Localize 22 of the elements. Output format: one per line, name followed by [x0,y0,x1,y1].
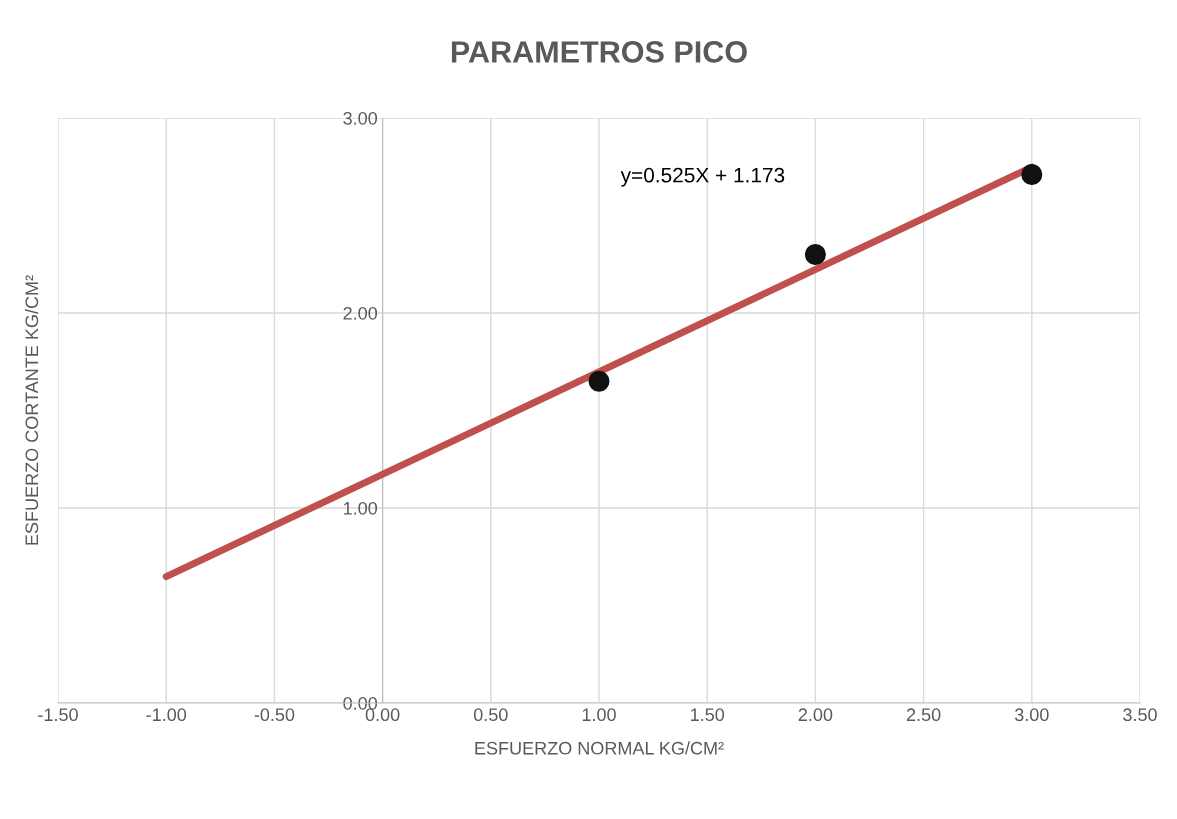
x-tick-label: -1.00 [146,708,187,722]
x-tick-label: -1.50 [38,708,78,722]
x-tick-label: 2.00 [798,708,833,722]
point [804,243,826,266]
y-axis-title: ESFUERZO CORTANTE KG/CM² [24,275,39,545]
x-tick-label: -0.50 [254,708,295,722]
x-tick-label: 1.50 [691,708,725,722]
point [588,370,610,392]
y-tick-label: 2.00 [343,306,378,320]
y-tick-label: 0.00 [343,696,378,710]
x-tick-label: 0.50 [473,708,508,722]
x-tick-label: 0.00 [365,708,400,722]
y-tick-label: 3.00 [343,111,378,125]
x-tick-label: 1.00 [582,708,616,722]
point [1021,164,1043,186]
x-tick-label: 3.00 [1014,708,1049,722]
x-tick-label: 2.50 [906,708,941,722]
y-tick-label: 1.00 [343,501,378,515]
chart-title: PARAMETROS PICO [451,41,747,63]
x-tick-label: 3.50 [1123,708,1157,722]
x-axis-title: ESFUERZO NORMAL KG/CM² [475,741,724,755]
annotation: y=0.525X + 1.173 [620,167,785,187]
